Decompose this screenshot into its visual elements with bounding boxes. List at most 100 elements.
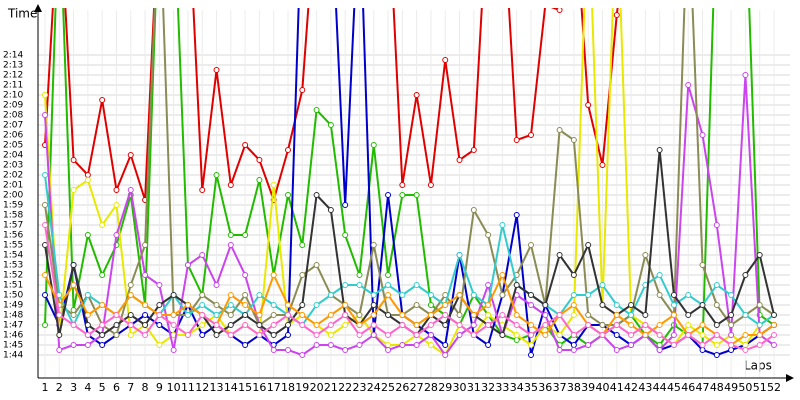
x-tick-label: 28 (424, 381, 438, 394)
point (227, 292, 234, 298)
point (385, 332, 392, 338)
point (771, 342, 777, 348)
point (399, 342, 406, 348)
point (84, 172, 91, 178)
point (242, 142, 249, 148)
y-tick-label: 1:57 (3, 221, 23, 231)
point (213, 172, 220, 178)
x-tick-label: 20 (310, 381, 324, 394)
point (528, 292, 534, 298)
point (485, 342, 492, 348)
point (642, 322, 649, 328)
point (285, 147, 291, 153)
point (656, 322, 663, 328)
point (456, 157, 463, 163)
point (270, 322, 277, 328)
point (170, 322, 177, 328)
y-tick-label: 2:00 (3, 191, 23, 201)
y-tick-label: 2:04 (3, 151, 23, 161)
x-tick-label: 48 (710, 381, 724, 394)
y-tick-label: 1:59 (3, 201, 23, 211)
point (413, 92, 420, 98)
point (70, 282, 77, 288)
point (399, 312, 406, 318)
point (356, 312, 363, 318)
point (270, 302, 277, 308)
point (728, 292, 735, 298)
x-tick-label: 31 (467, 381, 481, 394)
point (356, 282, 363, 288)
x-tick-label: 9 (156, 381, 163, 394)
point (227, 322, 234, 328)
y-tick-label: 1:52 (3, 271, 23, 281)
point (270, 347, 277, 353)
point (170, 312, 177, 318)
point (742, 332, 749, 338)
point (213, 302, 220, 308)
point (227, 232, 234, 238)
point (713, 282, 720, 288)
point (399, 292, 406, 298)
point (670, 332, 677, 338)
point (685, 82, 692, 88)
point (285, 302, 291, 308)
point (285, 322, 291, 328)
point (528, 242, 534, 248)
point (656, 147, 663, 153)
point (313, 322, 320, 328)
point (699, 302, 706, 308)
point (42, 92, 48, 98)
point (385, 347, 392, 353)
point (399, 322, 406, 328)
point (342, 312, 349, 318)
point (199, 292, 206, 298)
point (628, 312, 635, 318)
point (184, 312, 191, 318)
point (213, 282, 220, 288)
point (599, 332, 606, 338)
point (70, 342, 77, 348)
point (642, 332, 649, 338)
point (713, 322, 720, 328)
point (656, 347, 663, 353)
x-tick-label: 11 (181, 381, 195, 394)
point (42, 112, 48, 118)
point (313, 192, 320, 198)
point (99, 302, 106, 308)
x-tick-label: 6 (113, 381, 120, 394)
point (370, 322, 377, 328)
point (399, 192, 406, 198)
point (370, 312, 377, 318)
axes: 1:441:451:461:471:481:491:501:511:521:53… (3, 4, 794, 394)
point (84, 332, 91, 338)
point (156, 312, 163, 318)
x-tick-label: 24 (367, 381, 381, 394)
point (385, 282, 392, 288)
point (528, 302, 534, 308)
point (256, 177, 263, 183)
point (213, 312, 220, 318)
x-tick-label: 50 (738, 381, 752, 394)
point (427, 182, 434, 188)
point (356, 322, 363, 328)
point (413, 282, 420, 288)
point (370, 302, 377, 308)
point (771, 322, 777, 328)
point (242, 292, 249, 298)
point (213, 322, 220, 328)
point (556, 332, 563, 338)
point (242, 342, 249, 348)
point (713, 352, 720, 358)
x-tick-label: 4 (84, 381, 91, 394)
x-tick-label: 45 (667, 381, 681, 394)
series-line (44, 74, 775, 357)
point (70, 322, 77, 328)
point (713, 302, 720, 308)
point (613, 347, 620, 353)
point (628, 302, 635, 308)
y-tick-label: 1:56 (3, 231, 23, 241)
point (56, 332, 63, 338)
x-tick-label: 21 (324, 381, 338, 394)
point (113, 322, 120, 328)
point (513, 312, 520, 318)
